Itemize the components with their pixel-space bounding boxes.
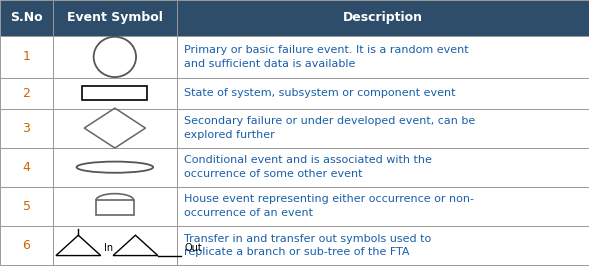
Text: 6: 6 <box>22 239 31 252</box>
Text: S.No: S.No <box>10 11 43 24</box>
FancyBboxPatch shape <box>177 226 589 265</box>
Text: 5: 5 <box>22 200 31 213</box>
FancyBboxPatch shape <box>53 78 177 109</box>
FancyBboxPatch shape <box>177 78 589 109</box>
FancyBboxPatch shape <box>53 148 177 187</box>
FancyBboxPatch shape <box>53 226 177 265</box>
FancyBboxPatch shape <box>0 78 53 109</box>
FancyBboxPatch shape <box>53 109 177 148</box>
Text: Conditional event and is associated with the
occurrence of some other event: Conditional event and is associated with… <box>184 155 432 179</box>
Text: Out: Out <box>184 243 202 253</box>
Text: Transfer in and transfer out symbols used to
replicate a branch or sub-tree of t: Transfer in and transfer out symbols use… <box>184 234 431 257</box>
FancyBboxPatch shape <box>53 36 177 78</box>
FancyBboxPatch shape <box>53 0 177 36</box>
FancyBboxPatch shape <box>0 187 53 226</box>
Text: Primary or basic failure event. It is a random event
and sufficient data is avai: Primary or basic failure event. It is a … <box>184 45 468 69</box>
FancyBboxPatch shape <box>177 187 589 226</box>
Text: 4: 4 <box>22 161 31 174</box>
Text: Event Symbol: Event Symbol <box>67 11 163 24</box>
FancyBboxPatch shape <box>0 0 53 36</box>
Text: 2: 2 <box>22 87 31 100</box>
FancyBboxPatch shape <box>177 109 589 148</box>
Text: Description: Description <box>343 11 423 24</box>
Text: 1: 1 <box>22 51 31 63</box>
FancyBboxPatch shape <box>177 0 589 36</box>
Text: House event representing either occurrence or non-
occurrence of an event: House event representing either occurren… <box>184 194 474 218</box>
FancyBboxPatch shape <box>0 226 53 265</box>
FancyBboxPatch shape <box>177 148 589 187</box>
Text: State of system, subsystem or component event: State of system, subsystem or component … <box>184 88 455 98</box>
FancyBboxPatch shape <box>0 36 53 78</box>
Text: In: In <box>104 243 113 253</box>
FancyBboxPatch shape <box>0 109 53 148</box>
Text: 3: 3 <box>22 122 31 135</box>
FancyBboxPatch shape <box>53 187 177 226</box>
FancyBboxPatch shape <box>0 148 53 187</box>
Text: Secondary failure or under developed event, can be
explored further: Secondary failure or under developed eve… <box>184 116 475 140</box>
FancyBboxPatch shape <box>177 36 589 78</box>
